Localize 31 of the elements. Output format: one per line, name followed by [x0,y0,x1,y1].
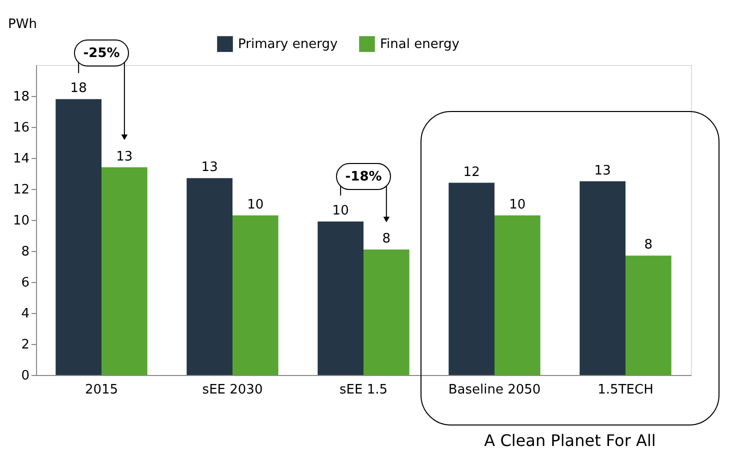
y-tick-label: 18 [12,90,30,104]
annotation: -18% [345,170,382,185]
x-tick-label: 2015 [84,382,118,398]
y-tick-label: 4 [21,306,30,322]
y-axis-title: PWh [8,17,37,32]
legend-label: Final energy [380,37,460,52]
data-label: 13 [116,149,133,164]
y-tick-label: 6 [21,276,30,290]
x-tick-label: sEE 2030 [202,382,263,398]
text: A Clean Planet For All [484,431,656,450]
x-tick-label: 1.5TECH [598,382,654,398]
legend-label: Primary energy [238,37,338,52]
y-tick-label: 14 [12,152,30,166]
data-label: 8 [382,231,391,246]
y-tick-label: 8 [21,244,30,260]
data-label: 12 [463,164,480,180]
data-label: 10 [509,197,526,212]
x-tick-label: sEE 1.5 [339,382,388,398]
y-tick-label: 16 [12,120,30,136]
data-label: 13 [594,163,611,178]
data-label: 18 [70,81,87,96]
data-label: 10 [247,197,264,212]
x-tick-label: Baseline 2050 [448,382,541,398]
y-tick-label: 10 [12,214,30,228]
y-tick-label: 0 [21,368,30,384]
data-label: 10 [332,204,349,219]
text: -25% [83,46,120,61]
y-tick-label: 2 [21,338,30,352]
data-label: 8 [644,238,653,253]
data-label: 13 [201,160,218,176]
y-tick-label: 12 [12,182,30,198]
